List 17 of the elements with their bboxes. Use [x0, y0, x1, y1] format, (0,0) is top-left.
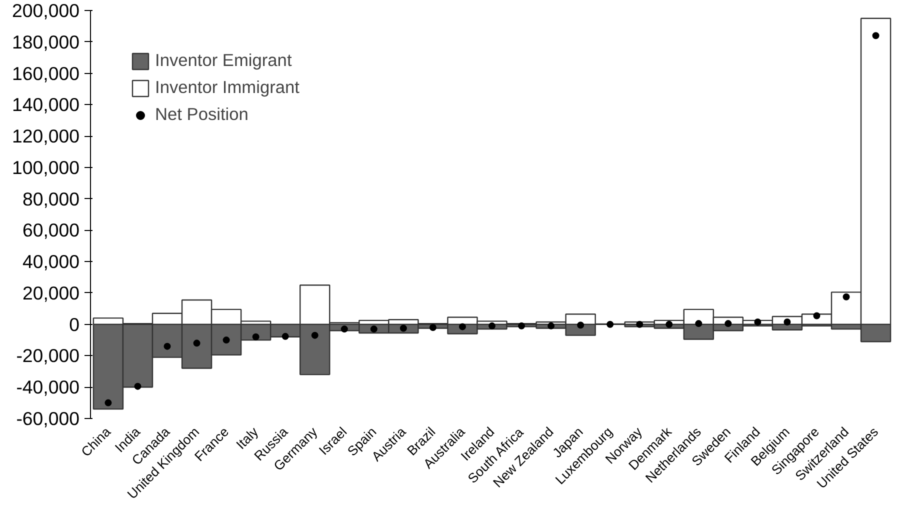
legend-label: Inventor Emigrant: [155, 50, 292, 71]
y-tick-label: 200,000: [12, 0, 80, 21]
y-tick-label: 140,000: [12, 94, 80, 116]
y-tick-label: 100,000: [12, 156, 80, 178]
y-tick-label: -60,000: [16, 408, 80, 429]
y-tick-label: 20,000: [22, 282, 80, 304]
y-tick-label: 160,000: [12, 62, 80, 84]
legend-label: Net Position: [155, 104, 248, 125]
y-tick-label: 180,000: [12, 31, 80, 52]
y-tick-label: 0: [69, 314, 80, 335]
y-tick-label: 60,000: [22, 220, 80, 241]
y-tick-label: 80,000: [22, 188, 80, 210]
y-tick-label: 120,000: [12, 126, 80, 147]
y-tick-label: 40,000: [22, 251, 80, 272]
legend-label: Inventor Immigrant: [155, 77, 300, 98]
y-tick-label: -40,000: [16, 376, 80, 398]
y-tick-label: -20,000: [16, 345, 80, 366]
